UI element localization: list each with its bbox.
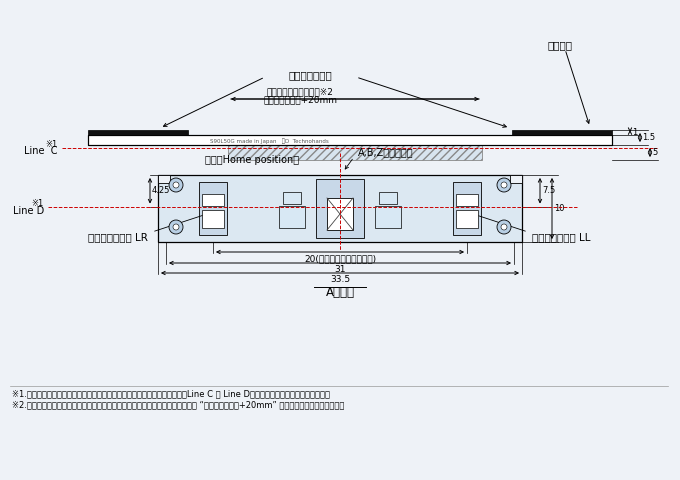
Bar [158, 175, 170, 183]
Bar [327, 198, 353, 230]
Text: スケール: スケール [547, 40, 573, 50]
Bar [283, 192, 301, 204]
Text: 20(リミットセンサピッチ): 20(リミットセンサピッチ) [304, 254, 376, 263]
Bar [88, 135, 612, 145]
Text: S90L50G made in Japan   ⓗD  Technohands: S90L50G made in Japan ⓗD Technohands [210, 138, 328, 144]
Circle shape [501, 224, 507, 230]
Bar [512, 130, 612, 135]
Text: Line  C: Line C [24, 146, 58, 156]
Circle shape [169, 220, 183, 234]
Text: 7.5: 7.5 [542, 186, 556, 195]
Bar [456, 194, 478, 206]
Text: 1.5: 1.5 [642, 133, 655, 142]
Bar [228, 135, 482, 160]
Circle shape [497, 220, 511, 234]
Bar [316, 179, 364, 238]
Text: 4.25: 4.25 [152, 186, 171, 195]
Text: ※1: ※1 [32, 200, 44, 208]
Bar [510, 175, 522, 183]
Bar [88, 135, 612, 145]
Bar [379, 192, 397, 204]
Text: 原点（Home position）: 原点（Home position） [205, 155, 299, 165]
Circle shape [497, 178, 511, 192]
Text: 33.5: 33.5 [330, 275, 350, 284]
Text: 31: 31 [335, 265, 345, 274]
Text: ※2.リミットセンサを機能させるために、付属のリミットセンサ用黒色シールを “必要ストローク+20mm” の間隔で贼付けてください。: ※2.リミットセンサを機能させるために、付属のリミットセンサ用黒色シールを “必… [12, 400, 344, 409]
Text: 付属黒色シール: 付属黒色シール [288, 70, 332, 80]
Text: A部詳細: A部詳細 [326, 286, 354, 299]
Text: 付属シール贼付け位置※2: 付属シール贼付け位置※2 [267, 87, 333, 96]
Bar [199, 182, 227, 235]
Bar [158, 175, 522, 242]
Bar [88, 130, 188, 135]
Bar [279, 206, 305, 228]
Circle shape [501, 182, 507, 188]
Bar [375, 206, 401, 228]
Text: 1: 1 [632, 128, 637, 137]
Text: ※1.取付時はエンコーダヘッドとスケールスリット面を向い合せに配置し、Line C と Line Dが一数するよう取付けてください。: ※1.取付時はエンコーダヘッドとスケールスリット面を向い合せに配置し、Line … [12, 389, 330, 398]
Circle shape [173, 182, 179, 188]
Bar [202, 194, 224, 206]
Text: ※1: ※1 [46, 140, 58, 149]
Text: 10: 10 [554, 204, 564, 213]
Circle shape [173, 224, 179, 230]
Text: リミットセンサ LL: リミットセンサ LL [532, 232, 590, 242]
Text: Line D: Line D [13, 205, 44, 216]
Text: 必要ストローク+20mm: 必要ストローク+20mm [263, 95, 337, 104]
Bar [453, 182, 481, 235]
Text: 5: 5 [652, 148, 658, 157]
Text: A,B,Z相光学中心: A,B,Z相光学中心 [358, 147, 413, 157]
Circle shape [169, 178, 183, 192]
Bar [202, 210, 224, 228]
Text: リミットセンサ LR: リミットセンサ LR [88, 232, 148, 242]
Bar [456, 210, 478, 228]
